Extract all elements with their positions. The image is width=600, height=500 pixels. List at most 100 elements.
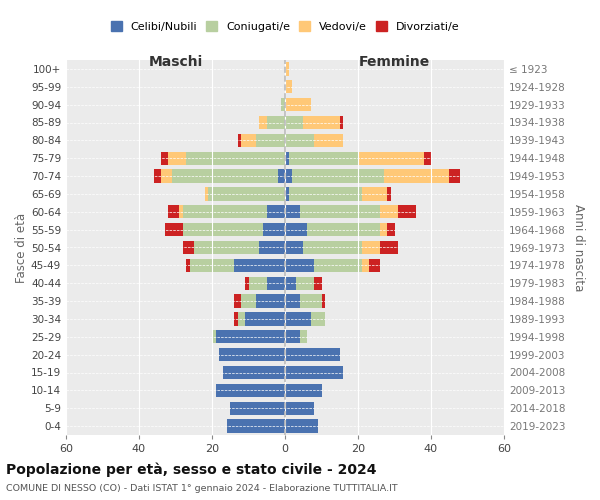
Bar: [303, 241, 362, 254]
Bar: [205, 187, 208, 200]
Bar: [322, 294, 325, 308]
Bar: [285, 62, 289, 76]
Bar: [227, 420, 285, 433]
Bar: [289, 152, 358, 165]
Bar: [241, 294, 256, 308]
Bar: [183, 205, 267, 218]
Bar: [296, 276, 314, 290]
Bar: [307, 223, 380, 236]
Bar: [241, 134, 256, 147]
Legend: Celibi/Nubili, Coniugati/e, Vedovi/e, Divorziati/e: Celibi/Nubili, Coniugati/e, Vedovi/e, Di…: [106, 17, 464, 36]
Bar: [285, 348, 340, 362]
Bar: [212, 330, 215, 344]
Bar: [292, 170, 383, 183]
Bar: [285, 258, 314, 272]
Bar: [267, 116, 285, 129]
Bar: [285, 420, 318, 433]
Bar: [161, 170, 172, 183]
Bar: [215, 330, 285, 344]
Bar: [179, 205, 183, 218]
Bar: [164, 223, 183, 236]
Bar: [299, 205, 380, 218]
Bar: [449, 170, 460, 183]
Bar: [380, 205, 398, 218]
Bar: [172, 170, 278, 183]
Bar: [187, 258, 190, 272]
Bar: [369, 258, 380, 272]
Bar: [387, 187, 391, 200]
Bar: [285, 312, 311, 326]
Bar: [281, 98, 285, 112]
Bar: [285, 205, 299, 218]
Bar: [220, 348, 285, 362]
Bar: [285, 366, 343, 379]
Bar: [314, 134, 343, 147]
Bar: [259, 116, 267, 129]
Bar: [285, 187, 289, 200]
Bar: [278, 170, 285, 183]
Text: Femmine: Femmine: [359, 55, 430, 69]
Bar: [248, 276, 267, 290]
Bar: [299, 294, 322, 308]
Bar: [285, 330, 299, 344]
Bar: [303, 116, 340, 129]
Bar: [238, 134, 241, 147]
Bar: [299, 330, 307, 344]
Bar: [168, 152, 187, 165]
Bar: [285, 98, 311, 112]
Bar: [424, 152, 431, 165]
Bar: [314, 276, 322, 290]
Bar: [245, 312, 285, 326]
Bar: [285, 384, 322, 397]
Bar: [380, 223, 387, 236]
Bar: [267, 205, 285, 218]
Bar: [187, 152, 285, 165]
Bar: [380, 241, 398, 254]
Bar: [215, 384, 285, 397]
Bar: [183, 223, 263, 236]
Bar: [285, 80, 292, 94]
Bar: [314, 258, 362, 272]
Bar: [285, 134, 314, 147]
Bar: [263, 223, 285, 236]
Bar: [285, 402, 314, 415]
Bar: [311, 312, 325, 326]
Bar: [289, 187, 362, 200]
Bar: [285, 223, 307, 236]
Bar: [285, 170, 292, 183]
Y-axis label: Fasce di età: Fasce di età: [15, 212, 28, 282]
Bar: [230, 402, 285, 415]
Bar: [285, 116, 303, 129]
Bar: [383, 170, 449, 183]
Text: Popolazione per età, sesso e stato civile - 2024: Popolazione per età, sesso e stato civil…: [6, 462, 377, 477]
Bar: [238, 312, 245, 326]
Y-axis label: Anni di nascita: Anni di nascita: [572, 204, 585, 291]
Bar: [362, 258, 369, 272]
Bar: [234, 258, 285, 272]
Bar: [398, 205, 416, 218]
Bar: [234, 294, 241, 308]
Bar: [168, 205, 179, 218]
Bar: [340, 116, 343, 129]
Bar: [358, 152, 424, 165]
Bar: [245, 276, 248, 290]
Bar: [285, 241, 303, 254]
Bar: [161, 152, 168, 165]
Text: Maschi: Maschi: [148, 55, 203, 69]
Bar: [285, 152, 289, 165]
Bar: [362, 241, 380, 254]
Bar: [234, 312, 238, 326]
Bar: [256, 294, 285, 308]
Bar: [208, 187, 285, 200]
Bar: [194, 241, 259, 254]
Bar: [362, 187, 387, 200]
Text: COMUNE DI NESSO (CO) - Dati ISTAT 1° gennaio 2024 - Elaborazione TUTTITALIA.IT: COMUNE DI NESSO (CO) - Dati ISTAT 1° gen…: [6, 484, 398, 493]
Bar: [183, 241, 194, 254]
Bar: [259, 241, 285, 254]
Bar: [256, 134, 285, 147]
Bar: [190, 258, 234, 272]
Bar: [223, 366, 285, 379]
Bar: [285, 294, 299, 308]
Bar: [285, 276, 296, 290]
Bar: [387, 223, 395, 236]
